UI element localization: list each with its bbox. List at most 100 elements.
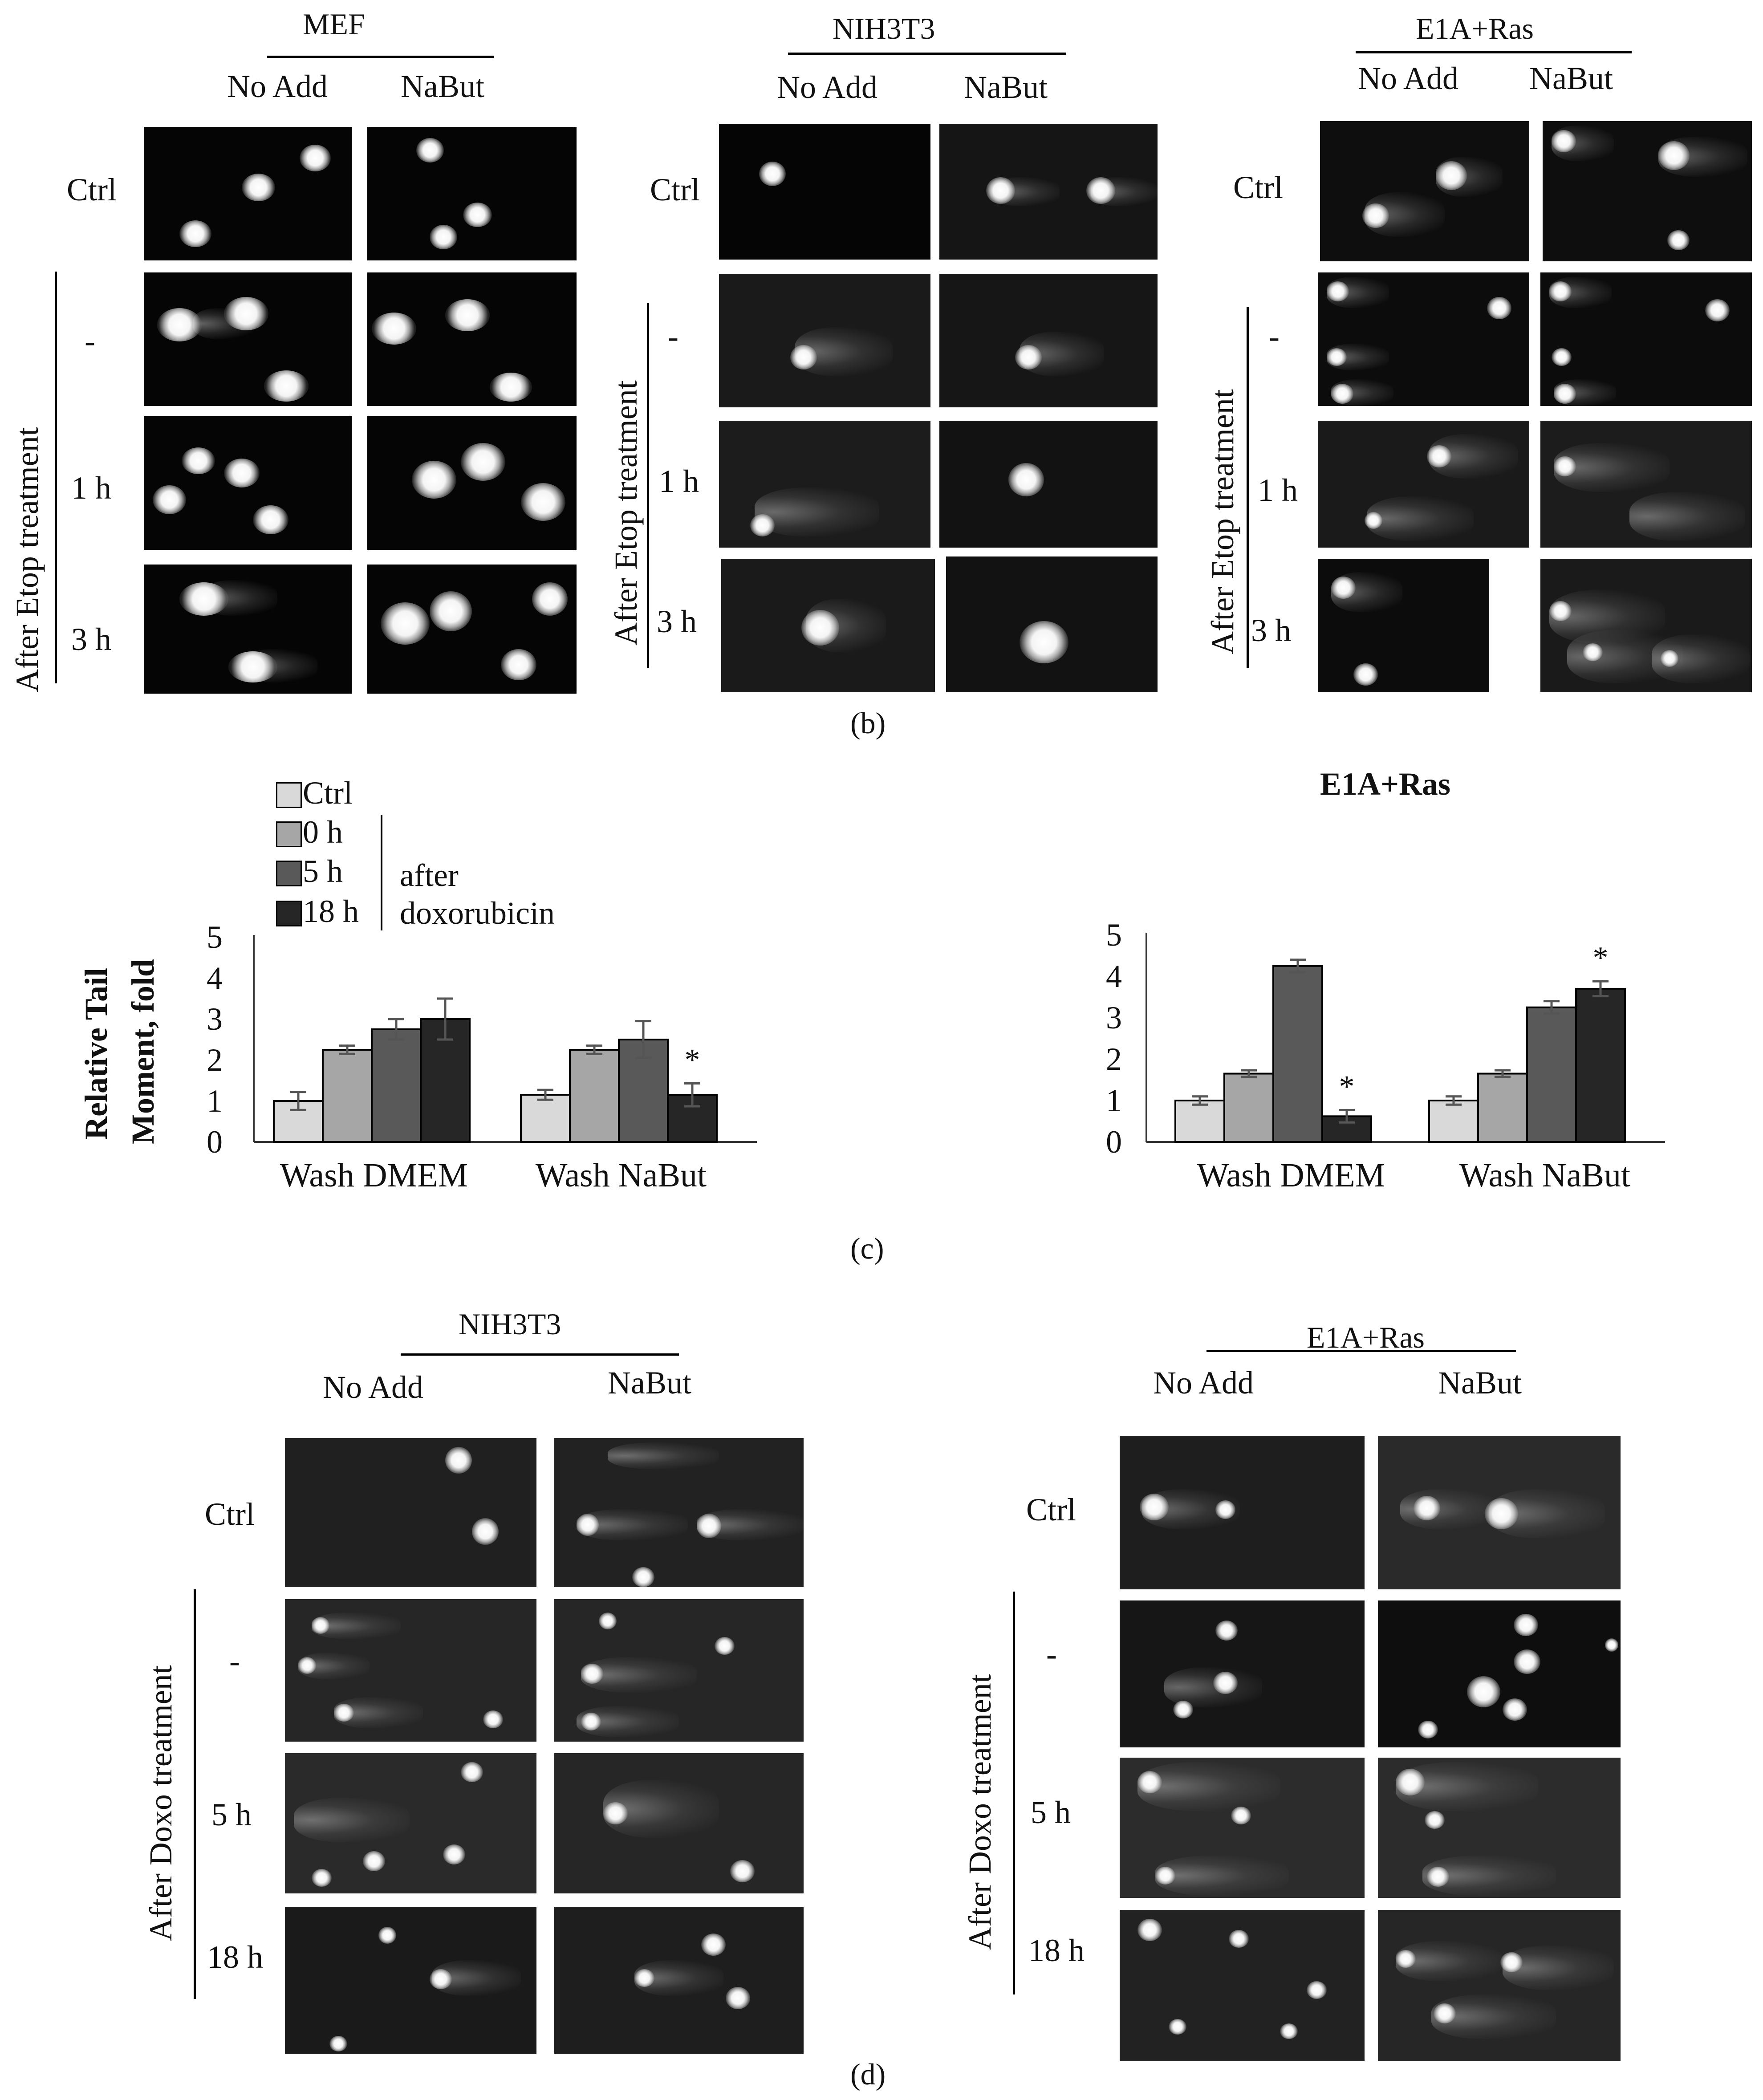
- mef-noadd-minus: [144, 272, 352, 406]
- d-e1a-nabut-ctrl: [1378, 1436, 1621, 1589]
- e1a-noadd-minus: [1318, 272, 1529, 406]
- comet: [1086, 177, 1115, 204]
- nih-nabut-ctrl: [939, 124, 1158, 260]
- left-y-tick: 1: [207, 1083, 223, 1119]
- comet: [416, 138, 444, 162]
- right-category-label: Wash DMEM: [1197, 1157, 1385, 1194]
- comet: [430, 1969, 452, 1989]
- comet: [1554, 456, 1576, 476]
- e1a-side-rule: [1247, 307, 1249, 668]
- d-nih-side-label: After Doxo treatment: [143, 1665, 179, 1941]
- nih-noadd-1h: [719, 421, 930, 548]
- mef-noadd-ctrl: [144, 127, 352, 260]
- e1a-noadd-3h: [1318, 559, 1489, 692]
- d-nih-row-18h: 18 h: [207, 1939, 263, 1975]
- e1a-row-1h: 1 h: [1258, 472, 1298, 508]
- d-e1a-row-ctrl: Ctrl: [1026, 1492, 1076, 1527]
- right-chart-title: E1A+Ras: [1320, 766, 1451, 802]
- comet: [1280, 2023, 1298, 2039]
- d-nih-noadd-18h: [285, 1907, 536, 2054]
- nih-noadd-minus: [719, 274, 930, 407]
- comet: [228, 651, 277, 682]
- legend-swatch-5h: [276, 861, 302, 886]
- d-e1a-col-noadd: No Add: [1153, 1365, 1254, 1401]
- mef-noadd-1h: [144, 416, 352, 550]
- comet: [1362, 203, 1389, 228]
- e1a-row-minus: -: [1269, 319, 1280, 354]
- mef-noadd-3h: [144, 565, 352, 694]
- comet: [1213, 1672, 1238, 1694]
- comet: [224, 297, 268, 330]
- nih-row-minus: -: [668, 319, 678, 354]
- left-category-label: Wash DMEM: [280, 1157, 468, 1194]
- e1a-nabut-ctrl: [1543, 121, 1752, 261]
- e1a-col-noadd: No Add: [1358, 61, 1459, 96]
- comet: [577, 1514, 599, 1536]
- comet: [445, 1447, 472, 1474]
- d-e1a-row-5h: 5 h: [1031, 1795, 1071, 1830]
- e1a-noadd-1h: [1318, 421, 1529, 548]
- comet: [1436, 161, 1467, 190]
- nih-nabut-3h: [946, 556, 1158, 692]
- comet: [300, 145, 331, 171]
- comet: [430, 591, 472, 631]
- caption-b: (b): [850, 706, 886, 740]
- comet: [483, 1710, 503, 1728]
- mef-title: MEF: [303, 7, 365, 41]
- comet: [532, 582, 568, 616]
- mef-row-ctrl: Ctrl: [67, 172, 117, 207]
- comet: [1331, 577, 1356, 599]
- comet: [750, 514, 775, 536]
- d-e1a-noadd-ctrl: [1120, 1436, 1365, 1589]
- comet: [224, 459, 260, 487]
- d-nih-title: NIH3T3: [459, 1307, 561, 1341]
- comet: [1487, 297, 1511, 319]
- legend-label-ctrl: Ctrl: [303, 775, 353, 811]
- d-e1a-side-rule: [1013, 1592, 1015, 1994]
- comet: [443, 1844, 465, 1864]
- left-bar-Ctrl-1: [520, 1094, 571, 1143]
- comet: [1169, 2019, 1186, 2035]
- comet: [372, 313, 416, 345]
- comet: [461, 1762, 483, 1782]
- e1a-row-3h: 3 h: [1251, 613, 1291, 648]
- left-bar-5h-0: [371, 1028, 422, 1143]
- comet: [521, 483, 565, 521]
- d-e1a-nabut-18h: [1378, 1910, 1621, 2061]
- comet: [153, 485, 186, 514]
- comet: [1137, 1771, 1162, 1793]
- nih-noadd-ctrl: [719, 124, 930, 260]
- e1a-noadd-ctrl: [1320, 121, 1529, 261]
- comet: [581, 1713, 601, 1730]
- legend-label-18h: 18 h: [303, 894, 359, 929]
- left-category-label: Wash NaBut: [536, 1157, 707, 1194]
- comet: [363, 1851, 385, 1871]
- comet: [1514, 1649, 1540, 1674]
- d-nih-row-minus: -: [229, 1643, 240, 1679]
- right-bar-Ctrl-0: [1174, 1100, 1225, 1143]
- comet: [298, 1657, 316, 1674]
- d-nih-nabut-18h: [554, 1907, 804, 2054]
- comet: [701, 1933, 726, 1956]
- comet-tail: [1137, 1762, 1280, 1811]
- comet: [1605, 1638, 1618, 1652]
- nih-col-noadd: No Add: [777, 69, 878, 105]
- d-e1a-title: E1A+Ras: [1307, 1320, 1425, 1354]
- comet: [1231, 1807, 1251, 1824]
- comet: [1667, 230, 1690, 250]
- mef-nabut-minus: [367, 272, 577, 406]
- nih-row-1h: 1 h: [659, 463, 699, 499]
- right-bar-5h-1: [1526, 1006, 1577, 1143]
- nih-nabut-minus: [939, 274, 1158, 407]
- comet: [603, 1802, 628, 1824]
- d-e1a-side-label: After Doxo treatment: [962, 1674, 998, 1950]
- comet: [634, 1969, 654, 1987]
- d-nih-col-nabut: NaBut: [608, 1365, 691, 1401]
- comet: [581, 1664, 603, 1684]
- d-e1a-nabut-minus: [1378, 1600, 1621, 1747]
- comet: [381, 602, 430, 645]
- mef-nabut-3h: [367, 565, 577, 694]
- comet: [1554, 384, 1576, 404]
- left-significance-star: *: [685, 1043, 700, 1077]
- comet: [1137, 1919, 1162, 1941]
